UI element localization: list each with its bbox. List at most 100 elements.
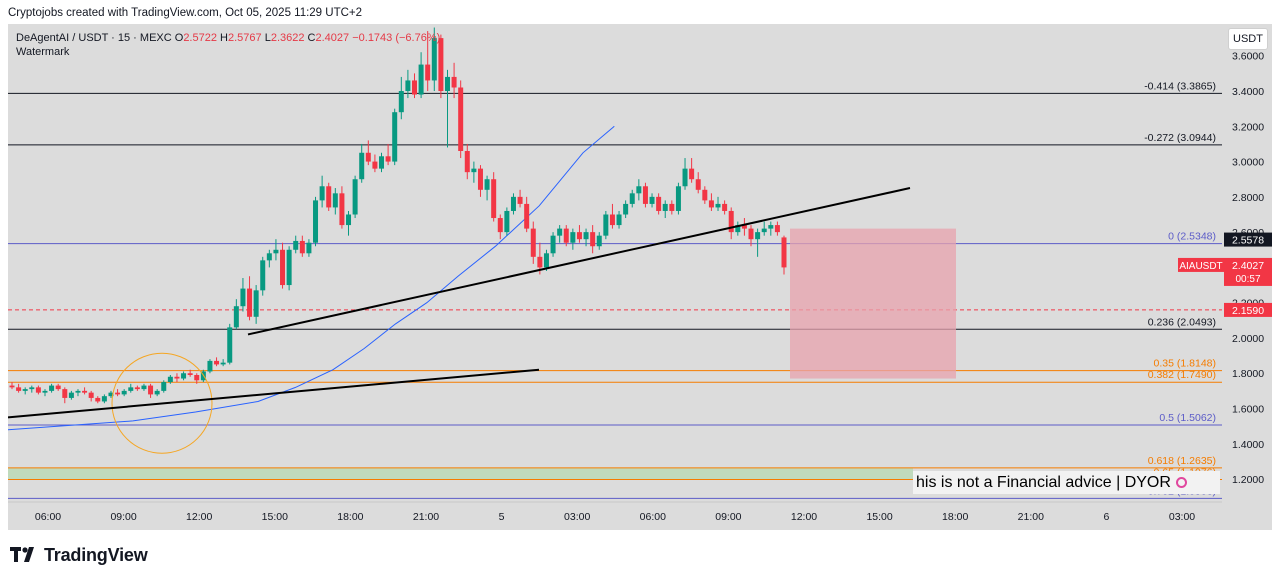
candle [741,218,747,236]
candle-body [75,390,81,393]
candle-body [352,179,358,215]
candle [207,359,213,374]
candle-body [55,385,61,390]
candle [247,276,253,321]
x-tick-label: 21:00 [1018,511,1044,523]
candle-body [82,390,88,393]
candle-body [662,203,668,211]
tradingview-brand[interactable]: TradingView [10,545,148,566]
candle [68,390,74,400]
candle [596,232,602,250]
candle [458,80,464,159]
candle [484,175,490,201]
candle [134,385,140,391]
candle [233,299,239,330]
candle-body [728,210,734,233]
y-tick-label: 3.0000 [1232,157,1264,169]
x-tick-label: 6 [1103,511,1109,523]
candle-body [115,392,121,395]
candle [88,390,94,402]
candle-body [306,242,312,254]
low-value: 2.3622 [270,32,305,44]
candle-body [280,249,286,286]
candle [128,383,134,393]
y-tick-label: 3.2000 [1232,121,1264,133]
x-tick-label: 5 [499,511,505,523]
candle-body [649,196,655,204]
candle [253,285,259,324]
price-badge-text: 2.1590 [1232,305,1264,317]
currency-button[interactable]: USDT [1228,28,1268,50]
candle [768,221,774,236]
candle-body [227,327,233,363]
candle-body [194,375,200,381]
candle [227,323,233,365]
candle-body [497,218,503,233]
candle-body [128,387,134,391]
candle-body [101,396,107,402]
price-badge [1224,302,1272,317]
candle-body [695,179,701,190]
candle [451,62,457,99]
target-zone [790,228,956,379]
tradingview-logo-icon [10,547,34,562]
high-label: H [220,32,228,44]
candle [603,210,609,240]
chart-credit: Cryptojobs created with TradingView.com,… [8,7,363,19]
candle-body [708,200,714,208]
candle [708,193,714,211]
fib-level-label: 0.35 (1.8148) [1154,358,1216,370]
candle-body [524,203,530,229]
candle [299,235,305,257]
candle-body [266,253,272,261]
candle [35,385,41,395]
candle [774,221,780,236]
candle-body [748,228,754,240]
candle [504,207,510,236]
candle [82,387,88,395]
x-tick-label: 15:00 [262,511,288,523]
candle-body [576,232,582,240]
candle [62,387,68,404]
candle-body [299,240,305,254]
trendline-lower [8,368,540,419]
support-zone [8,467,913,480]
price-chart[interactable]: -0.414 (3.3865) -0.272 (3.0944) 0 (2.5348)… [8,24,1272,530]
candle [477,165,483,197]
candle [530,221,536,264]
candle-body [656,196,662,211]
candle [649,193,655,208]
candle [214,357,220,367]
candle [273,239,279,261]
candle [563,225,569,247]
candle-body [755,232,761,240]
candle [365,140,371,166]
fib-level-label: -0.272 (3.0944) [1144,132,1216,144]
candle [425,31,431,92]
target-icon [1175,477,1187,489]
candle-body [609,214,615,226]
candle [42,389,48,397]
x-tick-label: 12:00 [186,511,212,523]
candle-body [9,385,15,388]
candle-body [161,382,167,391]
close-value: 2.4027 [315,32,350,44]
symbol-legend: DeAgentAI / USDT · 15 · MEXC O2.5722 H2.… [16,31,440,59]
plot-area [8,24,1222,502]
candle-body [88,392,94,398]
candle-body [326,186,332,208]
candle [49,383,55,393]
candle [431,27,437,92]
candle-body [240,288,246,307]
candle [108,390,114,398]
candle [16,383,22,393]
candle-body [207,360,213,372]
candle-body [431,38,437,81]
candle-body [134,387,140,390]
candle-body [200,371,206,381]
candle [141,383,147,391]
candle [405,69,411,99]
y-tick-label: 1.2000 [1232,474,1264,486]
x-tick-label: 09:00 [715,511,741,523]
symbol-badge-text: AIAUSDT [1179,261,1222,272]
